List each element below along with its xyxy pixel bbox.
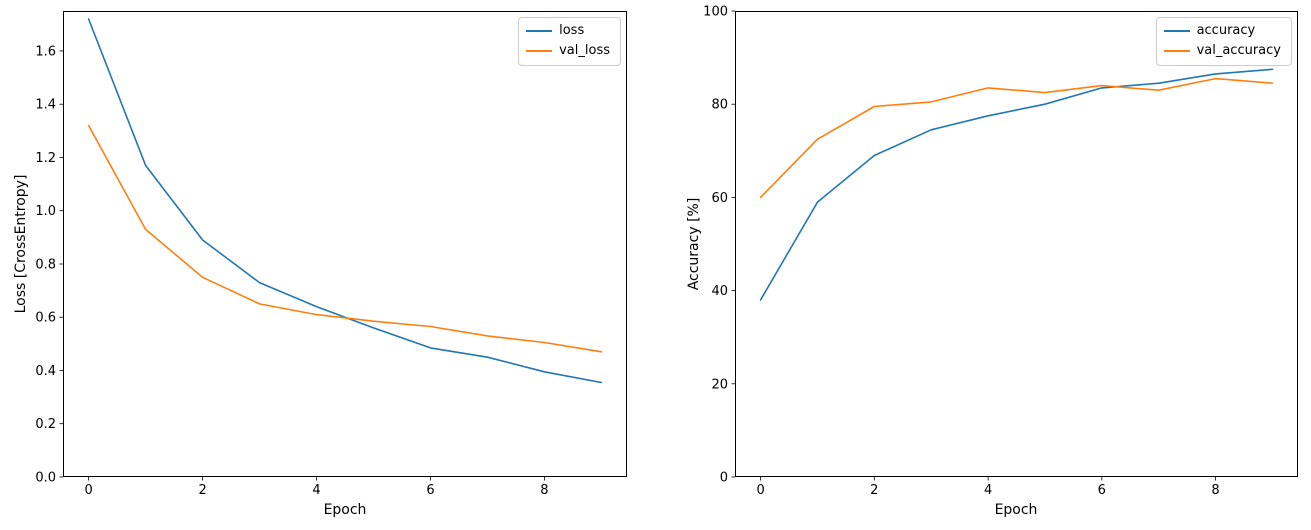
legend-label-val-accuracy: val_accuracy [1196, 43, 1281, 58]
loss-line-swatch [526, 30, 553, 32]
loss-y-axis-label: Loss [CrossEntropy] [13, 174, 29, 314]
y-tick-label: 80 [711, 98, 728, 113]
y-tick-label: 40 [711, 284, 728, 299]
x-tick-label: 8 [1211, 483, 1219, 498]
loss-x-axis-label: Epoch [323, 502, 367, 518]
x-tick-label: 6 [426, 483, 434, 498]
series-line-val_loss [87, 124, 603, 353]
y-tick-label: 0.2 [35, 417, 56, 432]
x-tick-label: 0 [84, 483, 92, 498]
y-tick-label: 0 [720, 471, 728, 486]
loss-legend: loss val_loss [518, 17, 621, 66]
loss-chart: Loss [CrossEntropy] 0 2 4 6 8 0.0 0.2 0.4 0.6 0.8… [0, 0, 655, 530]
legend-label-val-loss: val_loss [559, 43, 610, 58]
accuracy-x-axis-label: Epoch [994, 502, 1038, 518]
y-tick-label: 0.0 [35, 471, 56, 486]
x-tick-label: 6 [1098, 483, 1106, 498]
y-tick-label: 0.8 [35, 258, 56, 273]
legend-item-loss: loss [526, 23, 610, 39]
accuracy-chart: Accuracy [%] 0 2 4 6 8 0 20 40 60 80 100 Epoch acc… [655, 0, 1311, 530]
y-tick-label: 1.6 [35, 44, 56, 59]
val-loss-line-swatch [526, 50, 553, 52]
x-tick-label: 2 [198, 483, 206, 498]
series-line-val_accuracy [759, 77, 1274, 199]
legend-item-accuracy: accuracy [1163, 23, 1281, 39]
x-tick-label: 2 [870, 483, 878, 498]
y-tick-label: 0.6 [35, 311, 56, 326]
accuracy-legend: accuracy val_accuracy [1155, 17, 1292, 66]
x-tick-label: 0 [756, 483, 764, 498]
y-tick-label: 0.4 [35, 364, 56, 379]
x-tick-label: 8 [540, 483, 548, 498]
axes-frame [63, 11, 627, 477]
y-tick-label: 1.0 [35, 204, 56, 219]
loss-plot-area: 0 2 4 6 8 0.0 0.2 0.4 0.6 0.8 1.0 1.2 1.4 1.6 [35, 11, 627, 498]
y-tick-label: 100 [703, 5, 728, 20]
accuracy-line-swatch [1163, 30, 1190, 32]
val-accuracy-line-swatch [1163, 50, 1190, 52]
legend-label-accuracy: accuracy [1196, 23, 1256, 38]
x-tick-label: 4 [312, 483, 320, 498]
y-tick-label: 20 [711, 377, 728, 392]
series-line-loss [87, 18, 603, 384]
x-tick-label: 4 [984, 483, 992, 498]
axes-frame [735, 11, 1298, 477]
series-line-accuracy [759, 68, 1274, 301]
y-tick-label: 1.2 [35, 151, 56, 166]
legend-item-val-loss: val_loss [526, 43, 610, 59]
legend-label-loss: loss [559, 23, 585, 38]
legend-item-val-accuracy: val_accuracy [1163, 43, 1281, 59]
accuracy-y-axis-label: Accuracy [%] [686, 197, 702, 291]
y-tick-label: 1.4 [35, 98, 56, 113]
y-tick-label: 60 [711, 191, 728, 206]
